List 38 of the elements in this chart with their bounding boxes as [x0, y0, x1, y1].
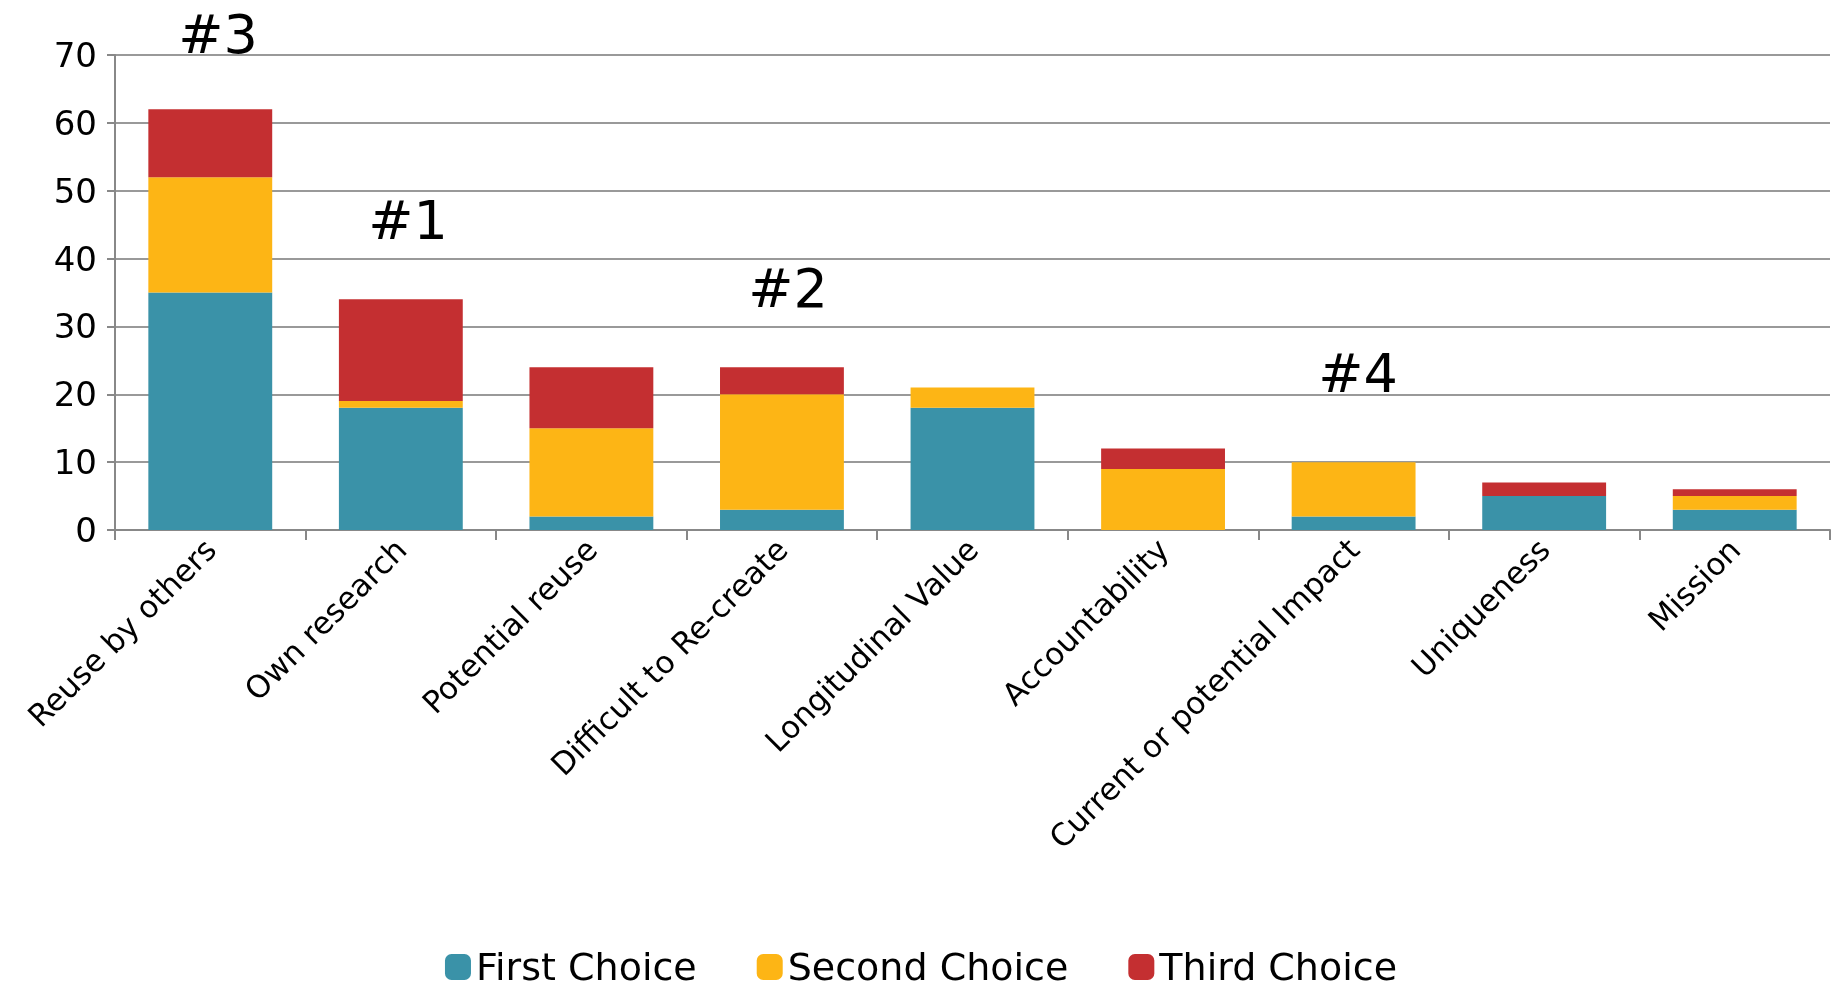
- bar: [910, 407, 1035, 530]
- annotation: #3: [178, 2, 258, 66]
- bar: [338, 299, 463, 402]
- bar: [720, 509, 844, 530]
- bar: [1291, 462, 1416, 517]
- legend-label: Second Choice: [787, 945, 1069, 989]
- bar: [1672, 496, 1797, 510]
- bar: [720, 394, 844, 510]
- y-tick-label: 60: [53, 102, 97, 143]
- bar: [1672, 509, 1797, 530]
- bar: [148, 292, 273, 530]
- bar: [1672, 489, 1797, 497]
- bar: [1101, 448, 1225, 469]
- y-tick-label: 0: [75, 510, 97, 550]
- y-tick-label: 10: [53, 442, 97, 483]
- y-tick-label: 40: [53, 238, 97, 279]
- bar: [1291, 516, 1416, 530]
- legend-label: Third Choice: [1158, 945, 1398, 989]
- bar: [910, 387, 1035, 408]
- bar: [148, 177, 273, 293]
- bar: [529, 428, 654, 517]
- y-tick-label: 30: [53, 306, 97, 347]
- bar: [529, 367, 654, 429]
- bar: [1482, 496, 1607, 530]
- legend-label: First Choice: [475, 945, 697, 989]
- bar: [148, 109, 273, 178]
- bar: [338, 401, 463, 408]
- y-tick-label: 50: [53, 170, 97, 211]
- bar: [1482, 482, 1607, 497]
- bar: [720, 367, 844, 395]
- y-tick-label: 20: [53, 374, 97, 415]
- annotation: #1: [368, 188, 448, 252]
- bar: [338, 407, 463, 530]
- y-tick-label: 70: [53, 35, 97, 75]
- annotation: #2: [748, 256, 828, 320]
- bar: [1101, 468, 1225, 530]
- annotation: #4: [1318, 341, 1398, 405]
- bar: [529, 516, 654, 530]
